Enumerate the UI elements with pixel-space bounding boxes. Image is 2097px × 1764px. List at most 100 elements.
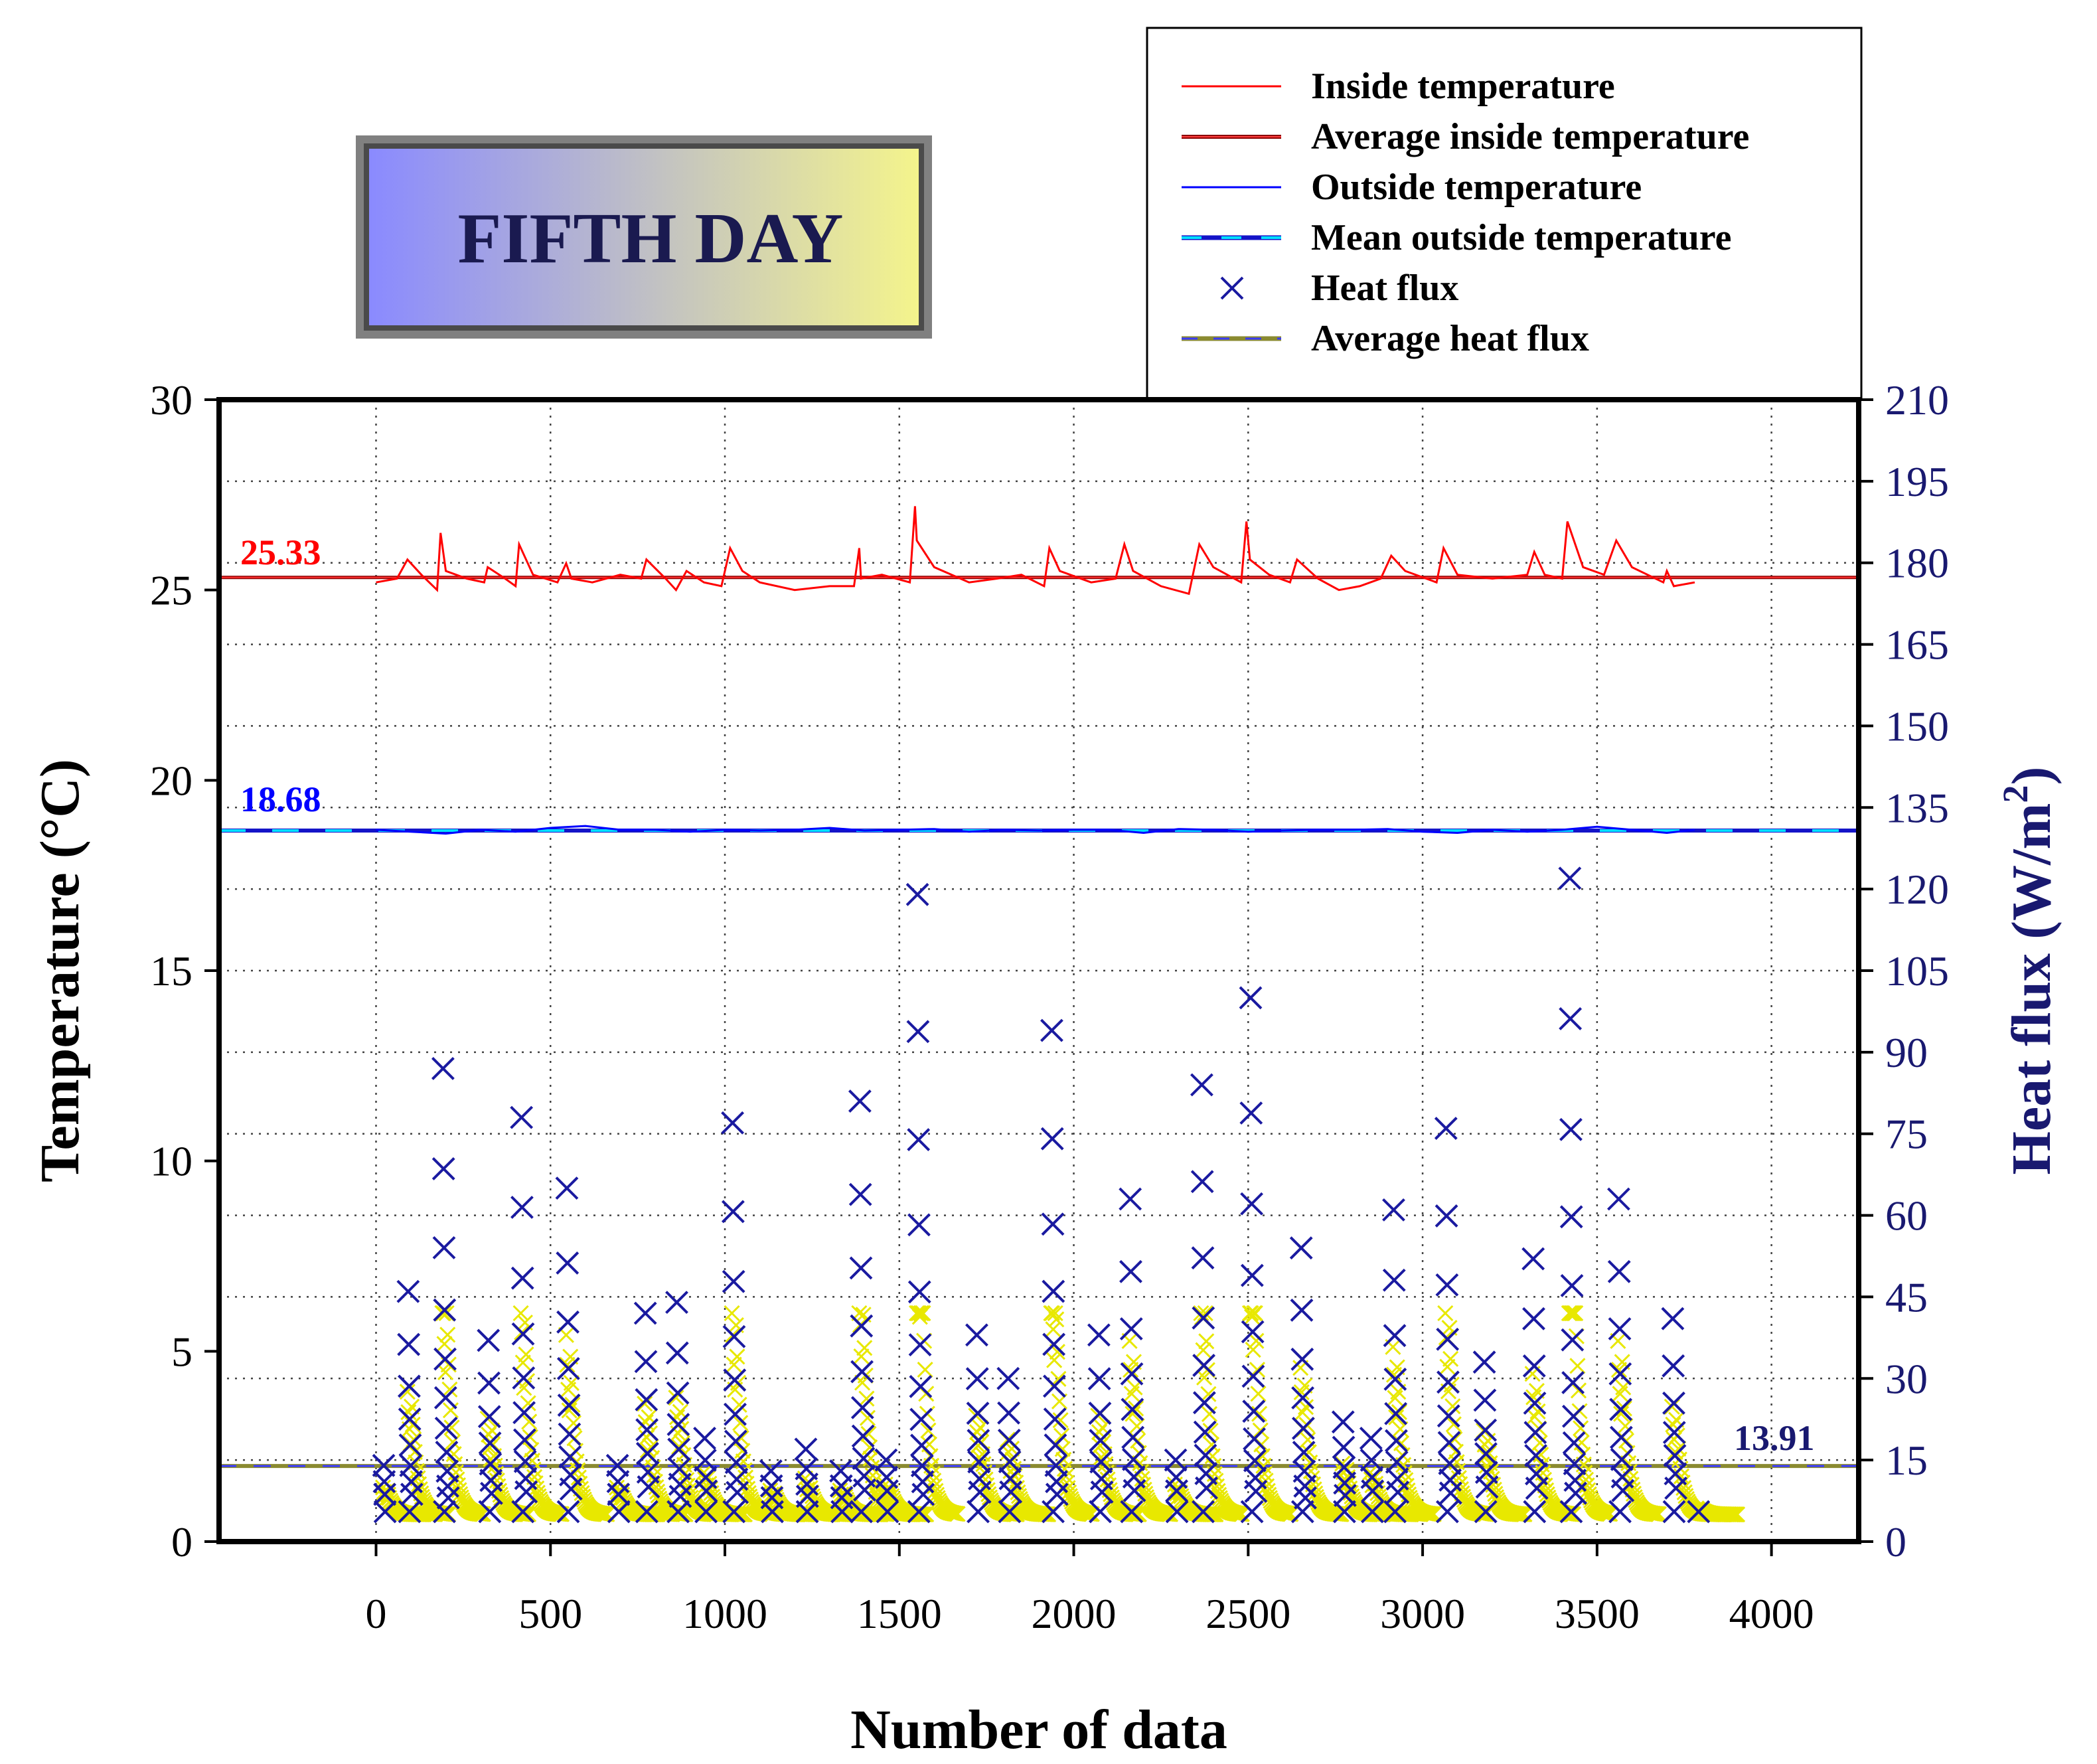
heat-flux-tail-point: [1198, 1333, 1215, 1350]
x-tick-label: 3500: [1555, 1590, 1640, 1637]
heat-flux-point: [1662, 1391, 1685, 1415]
heat-flux-point: [1437, 1370, 1460, 1394]
y-left-tick-label: 30: [150, 376, 193, 424]
heat-flux-point: [431, 1157, 455, 1180]
heat-flux-tail-point: [1248, 1332, 1265, 1349]
heat-flux-point: [1361, 1479, 1385, 1503]
heat-flux-point: [1608, 1317, 1632, 1340]
heat-flux-point: [480, 1481, 503, 1505]
heat-flux-point: [1607, 1259, 1631, 1283]
heat-flux-point-low: [373, 1500, 397, 1524]
heat-flux-point: [850, 1360, 874, 1384]
heat-flux-tail-point: [856, 1340, 873, 1356]
heat-flux-tail-point: [729, 1348, 745, 1365]
heat-flux-point: [1290, 1347, 1314, 1371]
heat-flux-point: [513, 1449, 537, 1473]
heat-flux-point: [1294, 1486, 1317, 1510]
heat-flux-tail-point: [1207, 1473, 1224, 1489]
heat-flux-point: [431, 1057, 455, 1080]
heat-flux-point: [1561, 1371, 1585, 1394]
heat-flux-point: [633, 1301, 657, 1325]
axes: 0 500 1000 1500 2000 2500 3000 3500 400005101520…: [150, 376, 1949, 1637]
heat-flux-tail-point: [564, 1396, 581, 1413]
heat-flux-tail-point: [858, 1390, 875, 1407]
heat-flux-point: [1474, 1418, 1498, 1442]
heat-flux-tail-point: [1437, 1305, 1454, 1322]
heat-flux-point-low: [830, 1500, 854, 1524]
mean-outside-label: 18.68: [240, 779, 321, 819]
heat-flux-point: [1087, 1367, 1111, 1391]
heat-flux-tail-point: [1650, 1506, 1667, 1522]
heat-flux-point: [637, 1475, 660, 1498]
heat-flux-point: [477, 1328, 501, 1352]
x-tick-label: 3000: [1380, 1590, 1465, 1637]
heat-flux-point: [1044, 1433, 1067, 1457]
heat-flux-tail-point: [1250, 1386, 1267, 1402]
heat-flux-point: [1239, 1101, 1263, 1125]
heat-flux-tail-point: [1247, 1305, 1263, 1322]
heat-flux-tail-point: [726, 1356, 742, 1373]
heat-flux-point: [1610, 1447, 1634, 1471]
heat-flux-point: [555, 1176, 579, 1200]
heat-flux-point: [1437, 1404, 1460, 1428]
y-left-tick-label: 20: [150, 757, 193, 804]
heat-flux-point-low: [511, 1500, 535, 1524]
heat-flux-tail-point: [911, 1305, 927, 1322]
heat-flux-point: [1119, 1259, 1142, 1283]
heat-flux-point: [967, 1429, 990, 1453]
heat-flux-tail-point: [442, 1402, 459, 1419]
heat-flux-point: [436, 1474, 459, 1498]
heat-flux-tail-point: [1729, 1506, 1746, 1523]
heat-flux-point: [1242, 1400, 1266, 1423]
heat-flux-tail-point: [724, 1305, 740, 1322]
heat-flux-point-low: [1360, 1500, 1384, 1524]
heat-flux-point: [1042, 1374, 1066, 1398]
heat-flux-point: [635, 1388, 659, 1411]
heat-flux-point: [510, 1196, 534, 1219]
heat-flux-tail-point: [1664, 1398, 1680, 1415]
heat-flux-point: [1190, 1073, 1213, 1097]
heat-flux-point-low: [1662, 1500, 1686, 1524]
heat-flux-point: [1607, 1187, 1630, 1211]
heat-flux-tail-point: [1195, 1342, 1211, 1358]
inside-temperature-line: [376, 506, 1695, 596]
heat-flux-point: [396, 1279, 420, 1303]
heat-flux-tail-point: [1294, 1404, 1311, 1421]
heat-flux-tail-point: [1045, 1321, 1061, 1338]
heat-flux-tail-point: [1132, 1463, 1150, 1480]
x-tick-label: 1500: [857, 1590, 942, 1637]
heat-flux-tail-point: [1535, 1465, 1551, 1481]
y-right-tick-label: 105: [1885, 947, 1949, 995]
series-layer: [372, 506, 1746, 1524]
heat-flux-point: [1291, 1386, 1314, 1409]
heat-flux-point: [908, 1333, 932, 1357]
y-axis-right-title-main: Heat flux (W/m: [2001, 803, 2062, 1175]
heat-flux-point: [433, 1298, 457, 1322]
heat-flux-point-low: [795, 1500, 819, 1524]
heat-flux-point: [1609, 1398, 1633, 1421]
heat-flux-point: [1559, 1117, 1583, 1141]
heat-flux-point: [1558, 866, 1582, 890]
legend-label: Mean outside temperature: [1311, 217, 1732, 258]
heat-flux-point: [512, 1428, 536, 1452]
heat-flux-point: [794, 1437, 818, 1461]
heat-flux-tail-point: [1047, 1305, 1063, 1322]
heat-flux-point: [1438, 1481, 1462, 1505]
x-tick-label: 1000: [682, 1590, 767, 1637]
heat-flux-tail-point: [1570, 1382, 1587, 1399]
heat-flux-point: [875, 1479, 899, 1503]
heat-flux-point: [1191, 1246, 1215, 1270]
heat-flux-point: [853, 1478, 876, 1502]
heat-flux-point: [723, 1368, 747, 1392]
heat-flux-tail-point: [1197, 1305, 1213, 1322]
heat-flux-point: [911, 1483, 935, 1506]
heat-flux-tail-point: [1193, 1305, 1209, 1322]
heat-flux-point: [634, 1350, 658, 1374]
heat-flux-point: [477, 1371, 501, 1395]
heat-flux-tail-point: [920, 1422, 937, 1439]
heat-flux-point-low: [1559, 1500, 1583, 1524]
heat-flux-point-low: [1435, 1500, 1459, 1524]
heat-flux-point-low: [876, 1500, 899, 1524]
plot-frame: [216, 397, 1861, 1544]
heat-flux-point: [556, 1310, 580, 1334]
